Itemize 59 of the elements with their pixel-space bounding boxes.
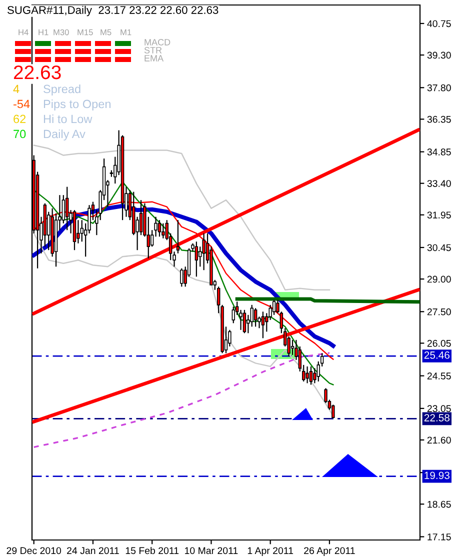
- candlestick: [194, 241, 198, 278]
- annotation: STR: [144, 47, 162, 54]
- y-tick-label: 26.05: [427, 340, 451, 347]
- candlestick: [242, 309, 246, 334]
- y-tick-label: 31.95: [427, 212, 451, 218]
- candlestick: [309, 366, 313, 386]
- text: H4: [18, 29, 28, 36]
- candlestick: [261, 311, 265, 339]
- ref-line-label: 19.93: [424, 472, 450, 480]
- annotation: M15: [78, 29, 93, 36]
- annotation: MACD: [144, 39, 170, 46]
- ref-line-label: 25.46: [424, 351, 450, 359]
- y-tick-label: 36.35: [427, 116, 451, 123]
- line-series: [33, 181, 334, 386]
- candlestick: [176, 220, 180, 254]
- y-tick-label: 27.50: [427, 308, 451, 316]
- annotation: Hi to Low: [44, 114, 92, 124]
- y-tick-label: 18.65: [428, 500, 451, 508]
- annotation: EMA: [144, 55, 164, 62]
- text: 62: [14, 114, 26, 124]
- y-tick-label: 17.15: [428, 534, 451, 540]
- ref-line-label: 22.58: [424, 414, 450, 422]
- y-tick-label: 30.45: [427, 244, 451, 252]
- x-tick-label: 26 Apr 2011: [304, 547, 355, 556]
- y-tick-label: 21.60: [427, 436, 451, 444]
- text: 70: [14, 130, 26, 138]
- candlestick: [254, 308, 258, 328]
- x-tick-label: 10 Mar 2011: [185, 547, 238, 554]
- annotation: H1: [38, 29, 48, 36]
- candlestick: [250, 304, 254, 328]
- annotation: M1: [120, 29, 132, 36]
- x-tick-label: 24 Jan 2011: [67, 547, 119, 554]
- annotation: Pips to Open: [44, 100, 110, 110]
- chart-title: SUGAR#11,Daily 23.17 23.22 22.60 22.63: [8, 6, 218, 16]
- x-tick-label: 15 Feb 2011: [126, 546, 179, 554]
- y-tick-label: 39.30: [427, 52, 451, 59]
- y-tick-label: 34.85: [427, 148, 451, 156]
- annotation: Daily Av: [44, 129, 86, 140]
- candlestick: [180, 268, 184, 288]
- y-tick-label: 33.40: [427, 180, 451, 187]
- y-tick-label: 37.80: [427, 84, 451, 92]
- candlestick: [306, 366, 309, 384]
- y-tick-label: 40.75: [427, 20, 451, 28]
- annotation: 22.63: [14, 65, 61, 80]
- annotation: M30: [54, 29, 69, 36]
- y-tick-label: 23.05: [427, 405, 451, 412]
- line-series: [33, 144, 330, 291]
- candlestick: [158, 220, 162, 238]
- x-tick-label: 1 Apr 2011: [248, 547, 294, 556]
- text: -54: [14, 100, 30, 108]
- annotation: M5: [100, 29, 112, 36]
- y-tick-label: 24.55: [427, 372, 451, 380]
- text: 4: [13, 84, 20, 94]
- y-tick-label: 29.00: [427, 276, 451, 283]
- x-tick-label: 29 Dec 2010: [6, 547, 62, 554]
- line-series: [33, 232, 334, 418]
- annotation: Spread: [44, 84, 80, 96]
- candlestick: [162, 222, 165, 239]
- candlestick: [202, 232, 206, 271]
